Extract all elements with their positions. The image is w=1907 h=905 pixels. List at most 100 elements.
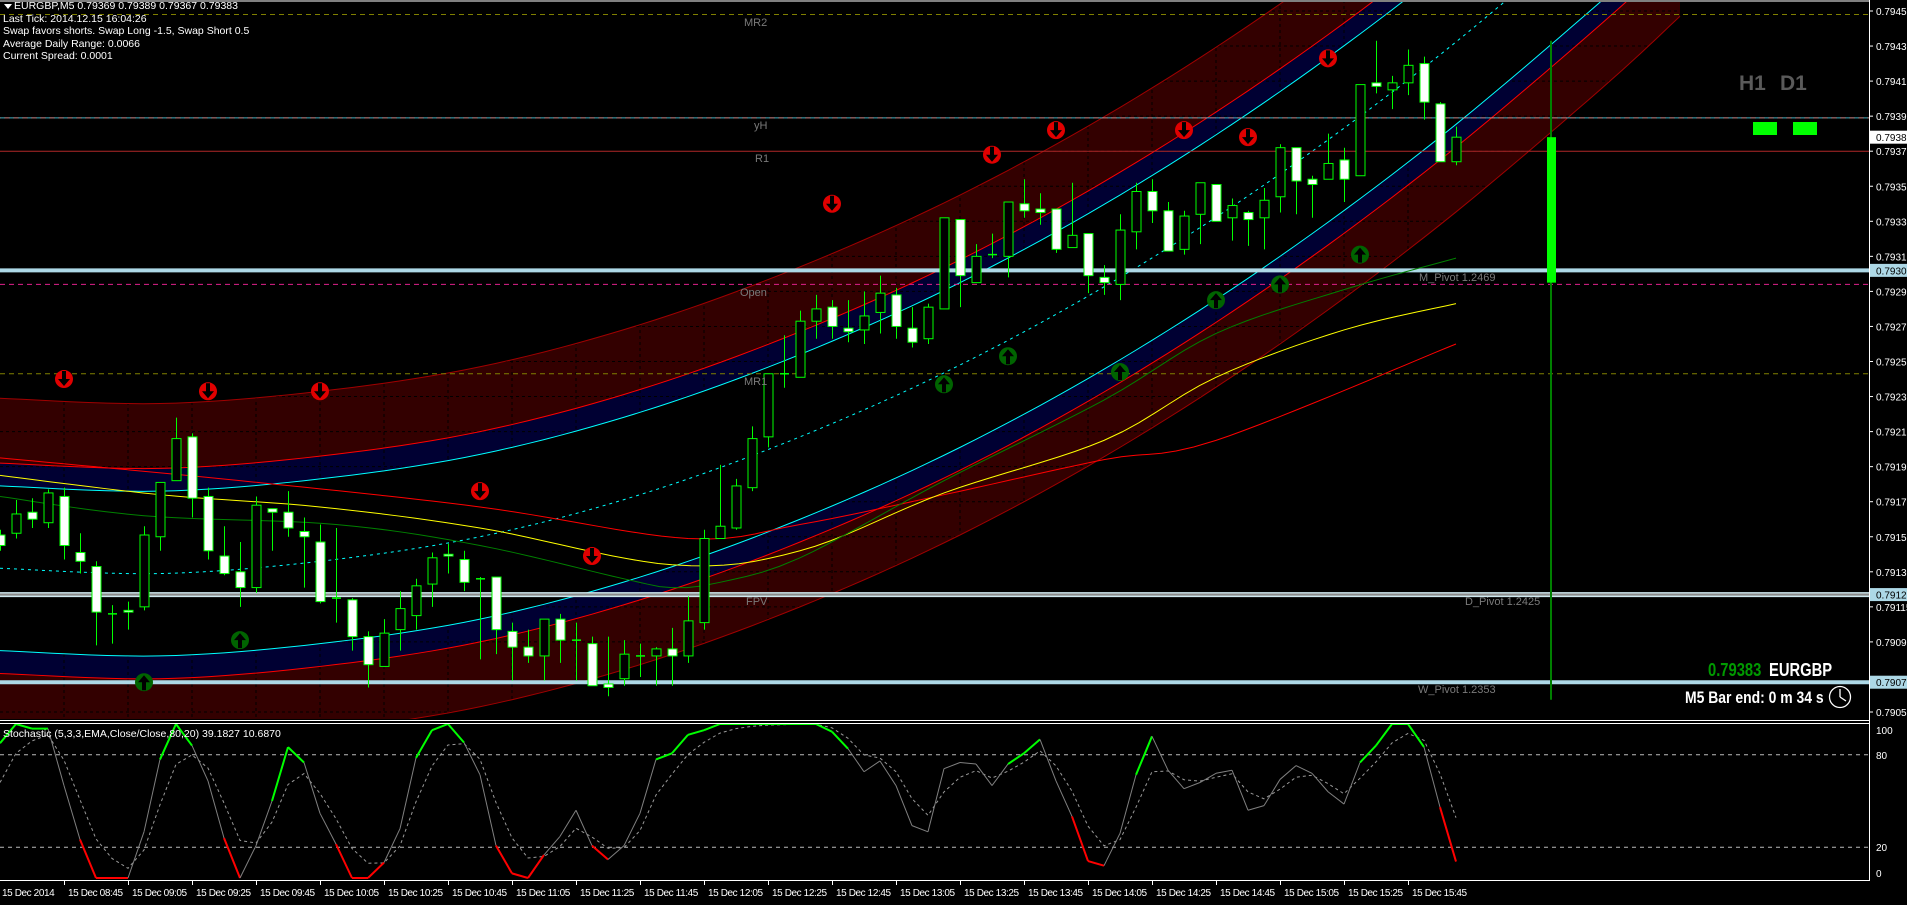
candle[interactable]	[459, 550, 470, 592]
candle[interactable]	[1339, 147, 1350, 203]
candle[interactable]	[1003, 201, 1014, 278]
candle[interactable]	[1035, 193, 1046, 225]
candle[interactable]	[827, 300, 838, 339]
candle[interactable]	[139, 526, 150, 611]
candle[interactable]	[572, 622, 581, 681]
candle[interactable]	[476, 577, 485, 660]
candle[interactable]	[108, 605, 117, 644]
candle[interactable]	[699, 529, 710, 630]
candle[interactable]	[1051, 208, 1062, 253]
candle[interactable]	[780, 335, 789, 388]
candle[interactable]	[1083, 233, 1094, 294]
candle[interactable]	[891, 287, 902, 339]
candle[interactable]	[683, 596, 694, 663]
candle[interactable]	[219, 526, 230, 576]
candle[interactable]	[1131, 182, 1142, 250]
candle[interactable]	[187, 433, 198, 518]
candle[interactable]	[667, 627, 678, 686]
candle[interactable]	[763, 373, 774, 448]
main-chart-area[interactable]	[0, 0, 1869, 744]
candle[interactable]	[75, 533, 86, 574]
candle[interactable]	[59, 487, 70, 560]
candle[interactable]	[443, 543, 454, 574]
candle[interactable]	[1179, 210, 1190, 255]
candle[interactable]	[1019, 179, 1030, 218]
candle[interactable]	[332, 527, 341, 623]
candle[interactable]	[251, 496, 262, 593]
candle[interactable]	[363, 631, 374, 688]
candle[interactable]	[235, 542, 246, 607]
candle[interactable]	[1211, 183, 1222, 222]
candle[interactable]	[283, 491, 294, 537]
candle[interactable]	[523, 629, 534, 663]
candle[interactable]	[171, 417, 182, 482]
candle[interactable]	[11, 499, 22, 539]
candle[interactable]	[731, 478, 742, 530]
candle[interactable]	[91, 561, 102, 646]
candle[interactable]	[988, 233, 997, 259]
candle[interactable]	[971, 244, 982, 284]
candle[interactable]	[43, 489, 54, 528]
candle[interactable]	[939, 217, 950, 310]
candle[interactable]	[907, 307, 918, 348]
candle[interactable]	[1115, 214, 1126, 301]
candle[interactable]	[843, 300, 854, 343]
candle[interactable]	[1259, 188, 1270, 250]
dropdown-triangle-icon[interactable]	[4, 4, 12, 9]
candle[interactable]	[1419, 56, 1430, 120]
candle[interactable]	[347, 598, 358, 651]
candle[interactable]	[1323, 133, 1334, 180]
candle[interactable]	[587, 636, 598, 687]
candle[interactable]	[1291, 147, 1302, 215]
candle-body	[283, 511, 294, 529]
candle[interactable]	[395, 591, 406, 651]
candle[interactable]	[379, 619, 390, 667]
stochastic-main-segment	[287, 746, 305, 764]
candle[interactable]	[491, 576, 502, 655]
candle[interactable]	[267, 508, 278, 551]
candle[interactable]	[795, 310, 806, 378]
candle[interactable]	[507, 622, 518, 681]
candle[interactable]	[651, 647, 662, 686]
candle[interactable]	[315, 524, 326, 604]
candle[interactable]	[299, 517, 310, 588]
candle[interactable]	[1355, 84, 1366, 177]
candle[interactable]	[1307, 175, 1318, 218]
candle[interactable]	[1067, 182, 1078, 249]
candle[interactable]	[1227, 198, 1238, 241]
candle[interactable]	[1243, 210, 1254, 246]
stochastic-label: Stochastic (5,3,3,EMA,Close/Close,80,20)…	[3, 728, 281, 740]
candle[interactable]	[859, 291, 870, 344]
candle[interactable]	[811, 294, 822, 339]
candle[interactable]	[636, 643, 645, 677]
candle[interactable]	[1371, 40, 1382, 94]
candle[interactable]	[411, 578, 422, 630]
candle[interactable]	[203, 487, 214, 560]
candle[interactable]	[1387, 75, 1398, 110]
symbol-line[interactable]: EURGBP,M5 0.79369 0.79389 0.79367 0.7938…	[0, 0, 249, 13]
candle[interactable]	[955, 219, 966, 308]
candle[interactable]	[427, 552, 438, 607]
candle[interactable]	[123, 601, 134, 630]
candle[interactable]	[715, 464, 726, 540]
candle[interactable]	[875, 275, 886, 334]
candle[interactable]	[923, 303, 934, 344]
candle[interactable]	[0, 529, 6, 551]
candle[interactable]	[1163, 202, 1174, 252]
candle[interactable]	[603, 636, 614, 697]
stochastic-panel[interactable]	[0, 724, 1869, 879]
candle[interactable]	[1435, 102, 1446, 163]
candle[interactable]	[539, 618, 550, 681]
candle[interactable]	[1451, 126, 1462, 166]
candle[interactable]	[555, 613, 566, 663]
candle[interactable]	[1275, 144, 1286, 213]
candle[interactable]	[1195, 182, 1206, 245]
candle[interactable]	[747, 426, 758, 492]
candle[interactable]	[27, 498, 38, 528]
candle[interactable]	[1403, 49, 1414, 96]
candle[interactable]	[619, 640, 630, 686]
candle[interactable]	[1147, 179, 1158, 224]
candle[interactable]	[155, 481, 166, 551]
candle[interactable]	[1099, 265, 1110, 295]
